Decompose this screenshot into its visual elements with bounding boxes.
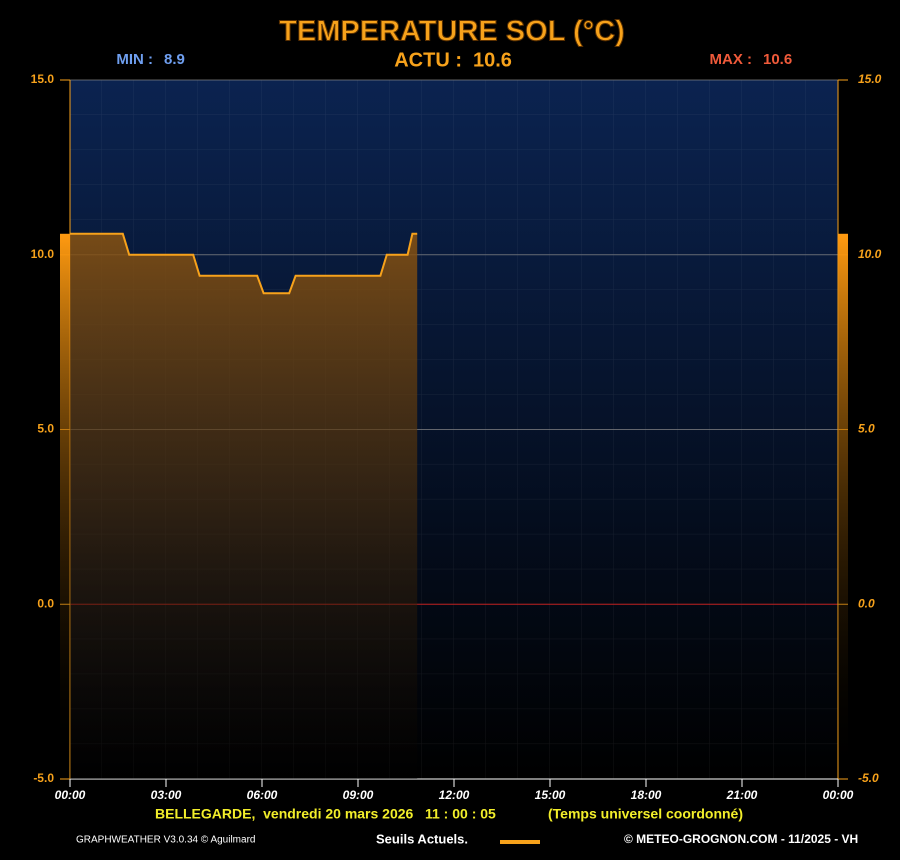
y-tick-label: 0.0 <box>37 596 54 610</box>
current-bar <box>60 233 70 779</box>
copyright: © METEO-GROGNON.COM - 11/2025 - VH <box>624 832 858 846</box>
max-label: MAX : <box>710 51 753 68</box>
y2-tick-label: 5.0 <box>858 422 875 436</box>
y-tick-label: 5.0 <box>37 422 54 436</box>
x-tick-label: 15:00 <box>535 788 566 802</box>
legend-label: Seuils Actuels. <box>376 831 468 846</box>
x-tick-label: 21:00 <box>726 788 758 802</box>
min-label: MIN : <box>116 51 153 68</box>
y-tick-label: 10.0 <box>31 247 55 261</box>
x-tick-label: 06:00 <box>247 788 278 802</box>
actu-label: ACTU : <box>394 49 462 71</box>
station: BELLEGARDE, vendredi 20 mars 2026 11 : 0… <box>155 806 496 822</box>
y-tick-label: 15.0 <box>31 72 55 86</box>
x-tick-label: 00:00 <box>55 788 86 802</box>
y2-tick-label: 15.0 <box>858 72 882 86</box>
max-value: 10.6 <box>763 51 792 68</box>
software: GRAPHWEATHER V3.0.34 © Aguilmard <box>76 835 255 846</box>
line <box>70 232 418 295</box>
min-value: 8.9 <box>164 51 185 68</box>
y2-tick-label: 0.0 <box>858 596 875 610</box>
time-note: (Temps universel coordonné) <box>548 806 743 822</box>
area <box>70 233 418 779</box>
chart-title: TEMPERATURE SOL (°C) <box>279 16 625 48</box>
x-tick-label: 18:00 <box>631 788 662 802</box>
x-tick-label: 09:00 <box>343 788 374 802</box>
y2-tick-label: -5.0 <box>858 771 879 785</box>
y-tick-label: -5.0 <box>33 771 54 785</box>
current-bar <box>838 233 848 779</box>
actu-value: 10.6 <box>473 49 512 71</box>
x-tick-label: 12:00 <box>439 788 470 802</box>
x-tick-label: 00:00 <box>823 788 854 802</box>
x-tick-label: 03:00 <box>151 788 182 802</box>
y2-tick-label: 10.0 <box>858 247 882 261</box>
